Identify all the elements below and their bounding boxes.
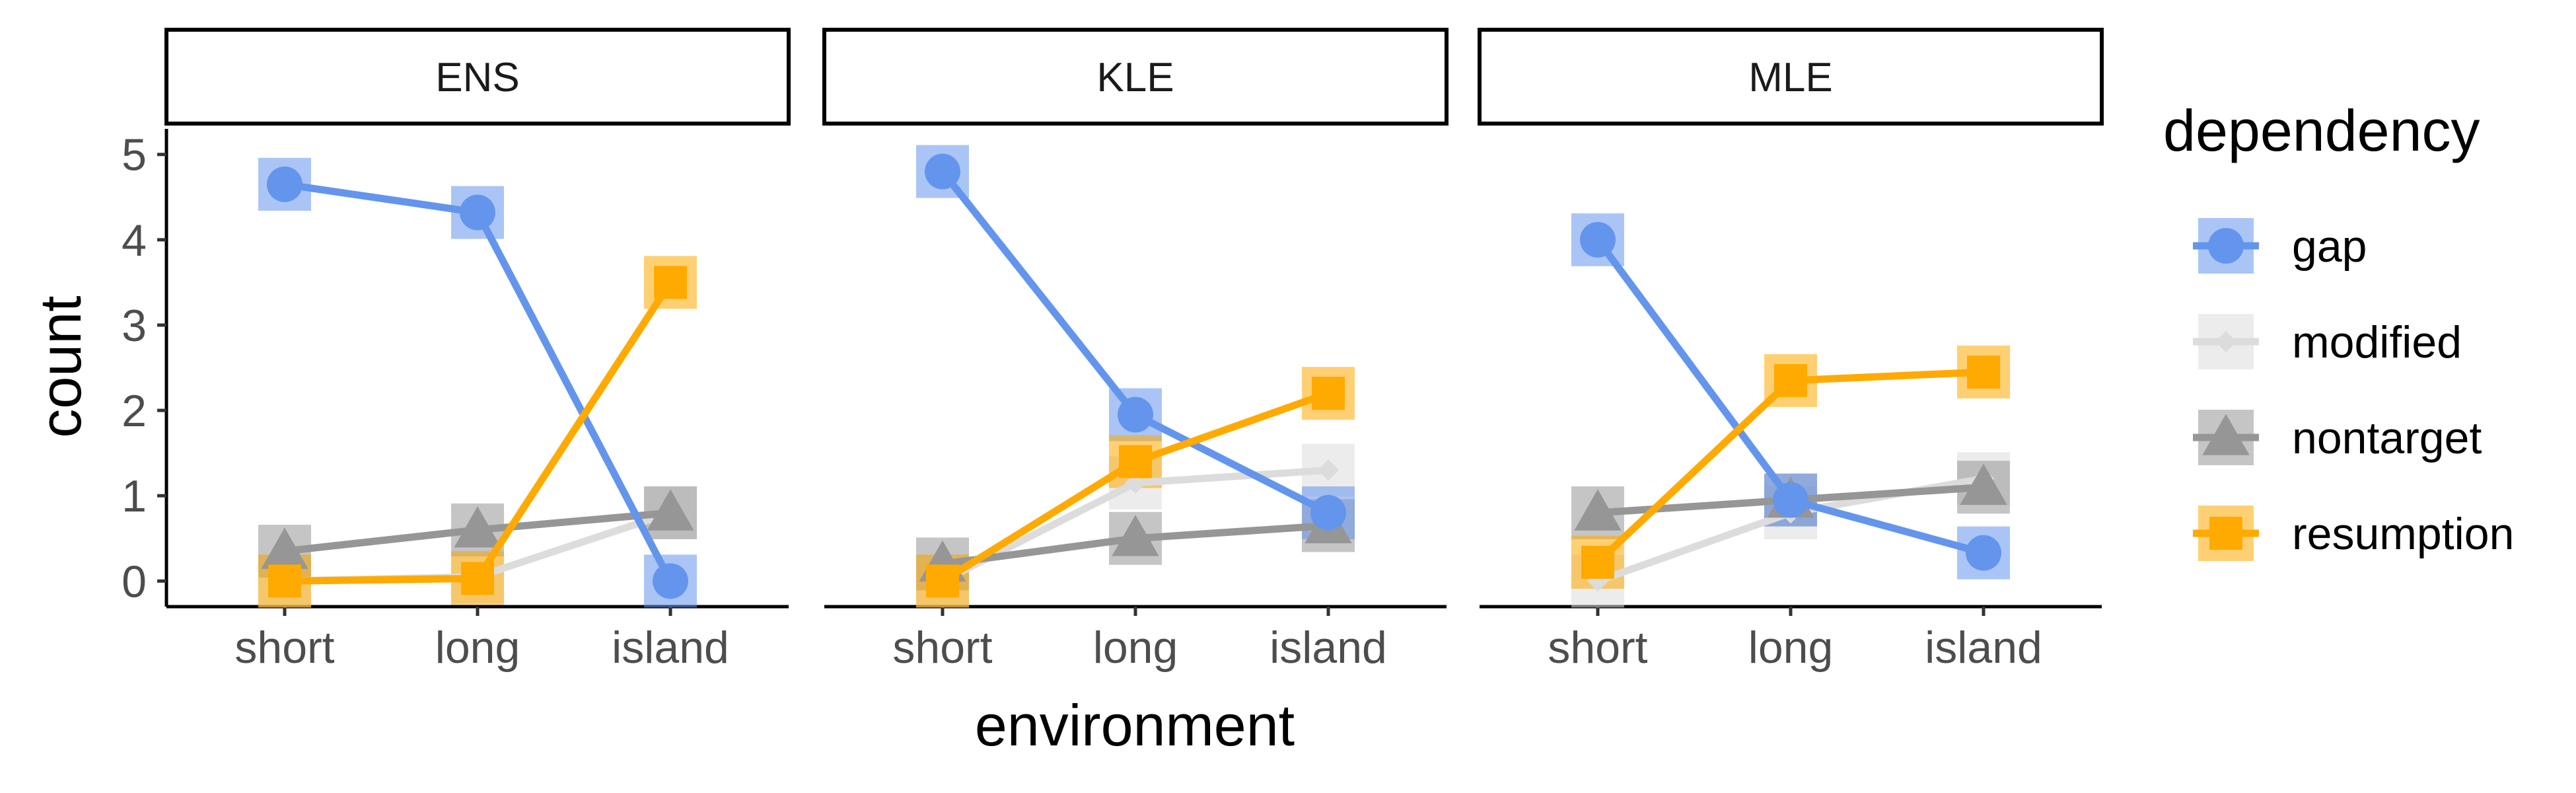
resumption-point — [268, 564, 301, 598]
legend-key-marker — [2215, 330, 2237, 353]
facet-strip-label: ENS — [435, 55, 519, 100]
gap-point — [924, 153, 960, 190]
legend-title: dependency — [2163, 98, 2480, 163]
y-tick-label: 2 — [122, 386, 147, 436]
x-tick-label: long — [1093, 623, 1178, 673]
legend-key-marker — [2208, 228, 2244, 264]
x-axis-title: environment — [975, 693, 1295, 758]
facet-panels: ENS 0 1 2 3 4 5 short long island KLE short long isla… — [122, 28, 2104, 673]
gap-point — [460, 194, 495, 231]
x-tick-label: short — [234, 623, 334, 673]
x-tick-label: long — [435, 623, 520, 673]
resumption-point — [1967, 355, 2001, 389]
facet-mle: MLE short long island — [1478, 28, 2104, 673]
gap-point — [653, 563, 689, 599]
legend: dependency gap modified nontarget resumptio… — [2163, 98, 2514, 561]
nontarget-point — [1960, 463, 2007, 505]
facet-ens: ENS 0 1 2 3 4 5 short long island — [122, 28, 791, 673]
facet-strip-label: KLE — [1096, 55, 1174, 100]
y-tick-label: 5 — [122, 130, 147, 180]
legend-label: resumption — [2292, 509, 2514, 559]
nontarget-point — [1574, 489, 1622, 531]
legend-item-resumption: resumption — [2193, 506, 2514, 561]
x-tick-label: island — [612, 623, 729, 673]
resumption-point — [1774, 363, 1807, 397]
legend-item-modified: modified — [2193, 314, 2462, 369]
facet-strip — [822, 28, 1449, 126]
resumption-point — [925, 564, 959, 598]
facet-strip — [164, 28, 791, 126]
y-tick-label: 3 — [122, 301, 147, 351]
x-tick-label: island — [1270, 623, 1387, 673]
gap-point — [1966, 535, 2002, 571]
nontarget-point — [454, 506, 501, 548]
modified-point — [1317, 459, 1340, 481]
legend-item-gap: gap — [2193, 218, 2367, 274]
legend-item-nontarget: nontarget — [2193, 410, 2482, 465]
facet-strip-label: MLE — [1748, 55, 1832, 100]
y-tick-label: 1 — [122, 471, 147, 521]
resumption-point — [461, 562, 494, 595]
resumption-point — [1581, 545, 1614, 579]
legend-key-marker — [2202, 414, 2250, 455]
nontarget-point — [261, 527, 308, 569]
gap-point — [1773, 482, 1808, 518]
gap-point — [1118, 397, 1153, 433]
nontarget-point — [647, 489, 694, 531]
facet-kle: KLE short long island — [822, 28, 1449, 673]
nontarget-point — [1112, 515, 1159, 556]
legend-label: modified — [2292, 317, 2462, 367]
x-tick-label: island — [1925, 623, 2042, 673]
legend-key-marker — [2209, 517, 2242, 550]
resumption-point — [1312, 377, 1345, 410]
gap-point — [266, 166, 303, 202]
legend-label: nontarget — [2292, 413, 2482, 463]
y-axis-title: count — [28, 295, 93, 437]
x-tick-label: long — [1748, 623, 1834, 673]
x-tick-label: short — [892, 623, 992, 673]
resumption-point — [654, 266, 688, 299]
facet-strip — [1478, 28, 2104, 126]
y-tick-label: 4 — [122, 215, 147, 266]
gap-point — [1310, 494, 1347, 531]
gap-point — [1579, 221, 1616, 258]
x-tick-label: short — [1548, 623, 1647, 673]
y-tick-label: 0 — [122, 556, 147, 607]
resumption-point — [1119, 445, 1152, 478]
legend-label: gap — [2292, 221, 2367, 272]
